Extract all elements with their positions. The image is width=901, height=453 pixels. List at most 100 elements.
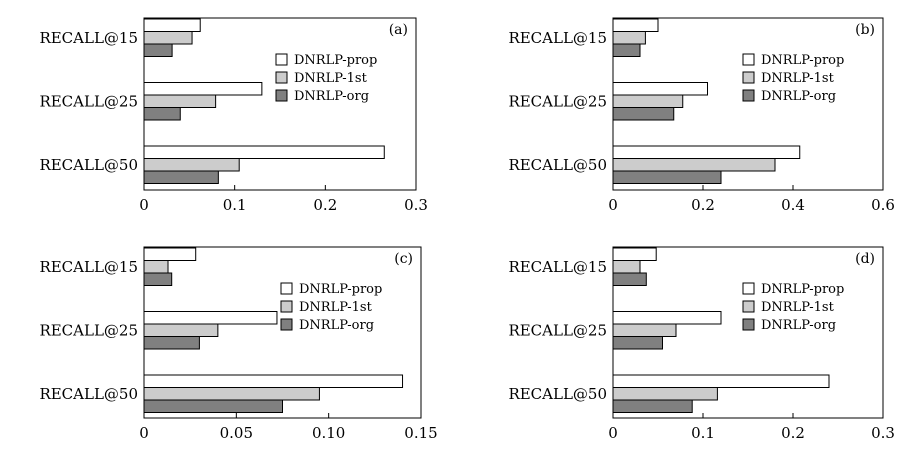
chart-panel: RECALL@15 RECALL@25 RECALL@50 0 0.1 0.2 0.3 (a)…	[39, 17, 428, 214]
x-tick-label: 0.4	[781, 196, 805, 214]
bar	[143, 158, 240, 172]
legend-label: DNRLP-org	[294, 89, 369, 104]
legend-label: DNRLP-prop	[761, 53, 844, 68]
category-label: RECALL@15	[39, 258, 138, 276]
legend-swatch	[275, 71, 288, 84]
bar	[612, 399, 693, 413]
bar	[143, 323, 219, 337]
legend-label: DNRLP-prop	[299, 282, 382, 297]
bar	[143, 94, 217, 108]
bar	[612, 94, 684, 108]
legend-label: DNRLP-1st	[294, 71, 368, 86]
legend-swatch	[742, 282, 755, 295]
bar	[612, 145, 801, 159]
bar	[612, 311, 722, 325]
legend-label: DNRLP-1st	[761, 71, 835, 86]
x-tick-label: 0	[608, 424, 618, 442]
bar	[612, 170, 722, 184]
x-tick-label: 0.1	[691, 424, 715, 442]
x-tick-label: 0.15	[404, 424, 437, 442]
legend-label: DNRLP-org	[761, 89, 836, 104]
category-label: RECALL@25	[508, 92, 607, 110]
category-label: RECALL@50	[508, 385, 607, 403]
chart-panel: RECALL@15 RECALL@25 RECALL@50 0 0.05 0.10 0.15…	[39, 246, 438, 442]
category-label: RECALL@15	[508, 29, 607, 47]
chart-panel: RECALL@15 RECALL@25 RECALL@50 0 0.1 0.2 0.3 (d)…	[508, 246, 895, 442]
bar	[612, 260, 641, 274]
x-tick-label: 0.3	[871, 424, 895, 442]
legend-swatch	[275, 53, 288, 66]
category-label: RECALL@15	[508, 258, 607, 276]
bar	[612, 272, 647, 286]
bar	[143, 107, 181, 121]
legend-label: DNRLP-prop	[294, 53, 377, 68]
x-tick-label: 0.2	[781, 424, 805, 442]
plot-frame	[612, 246, 884, 419]
bar	[143, 336, 200, 350]
bar	[612, 323, 677, 337]
category-label: RECALL@15	[39, 29, 138, 47]
category-label: RECALL@25	[39, 92, 138, 110]
legend-label: DNRLP-org	[299, 318, 374, 333]
legend-swatch	[742, 71, 755, 84]
legend-label: DNRLP-prop	[761, 282, 844, 297]
legend-swatch	[275, 89, 288, 102]
bar	[143, 145, 385, 159]
x-tick-label: 0.3	[404, 196, 428, 214]
x-tick-label: 0.05	[220, 424, 253, 442]
panel-label: (c)	[394, 251, 413, 267]
legend-swatch	[280, 282, 293, 295]
bar	[143, 260, 169, 274]
x-tick-label: 0.10	[312, 424, 345, 442]
plot-frame	[612, 17, 884, 191]
x-tick-label: 0	[139, 424, 149, 442]
plot-frame	[143, 246, 422, 419]
bar	[143, 387, 320, 401]
panel-label: (d)	[855, 251, 875, 267]
legend-swatch	[280, 300, 293, 313]
x-tick-label: 0	[608, 196, 618, 214]
bar	[143, 31, 193, 45]
bar	[143, 247, 197, 261]
bar	[143, 18, 201, 32]
legend-label: DNRLP-org	[761, 318, 836, 333]
bar	[612, 247, 657, 261]
legend-label: DNRLP-1st	[761, 300, 835, 315]
legend-swatch	[742, 53, 755, 66]
panel-label: (a)	[389, 22, 408, 38]
bar	[612, 82, 708, 96]
legend-swatch	[742, 89, 755, 102]
category-label: RECALL@25	[508, 321, 607, 339]
category-label: RECALL@25	[39, 321, 138, 339]
bar	[612, 387, 718, 401]
legend-label: DNRLP-1st	[299, 300, 373, 315]
bar	[143, 399, 283, 413]
bar	[612, 107, 675, 121]
bar	[143, 43, 173, 57]
bar	[143, 82, 263, 96]
chart-panel: RECALL@15 RECALL@25 RECALL@50 0 0.2 0.4 0.6 (b)…	[508, 17, 895, 214]
plot-frame	[143, 17, 417, 191]
bar	[143, 374, 404, 388]
x-tick-label: 0	[139, 196, 149, 214]
bar	[612, 158, 776, 172]
legend-swatch	[742, 300, 755, 313]
bar	[612, 31, 646, 45]
category-label: RECALL@50	[39, 385, 138, 403]
x-tick-label: 0.1	[223, 196, 247, 214]
bar	[612, 374, 830, 388]
x-tick-label: 0.2	[313, 196, 337, 214]
bar	[143, 272, 173, 286]
legend-swatch	[280, 318, 293, 331]
legend-swatch	[742, 318, 755, 331]
category-label: RECALL@50	[39, 156, 138, 174]
x-tick-label: 0.6	[871, 196, 895, 214]
bar	[612, 18, 659, 32]
category-label: RECALL@50	[508, 156, 607, 174]
x-tick-label: 0.2	[691, 196, 715, 214]
bar	[612, 336, 663, 350]
bar	[143, 170, 219, 184]
panel-label: (b)	[855, 22, 875, 38]
